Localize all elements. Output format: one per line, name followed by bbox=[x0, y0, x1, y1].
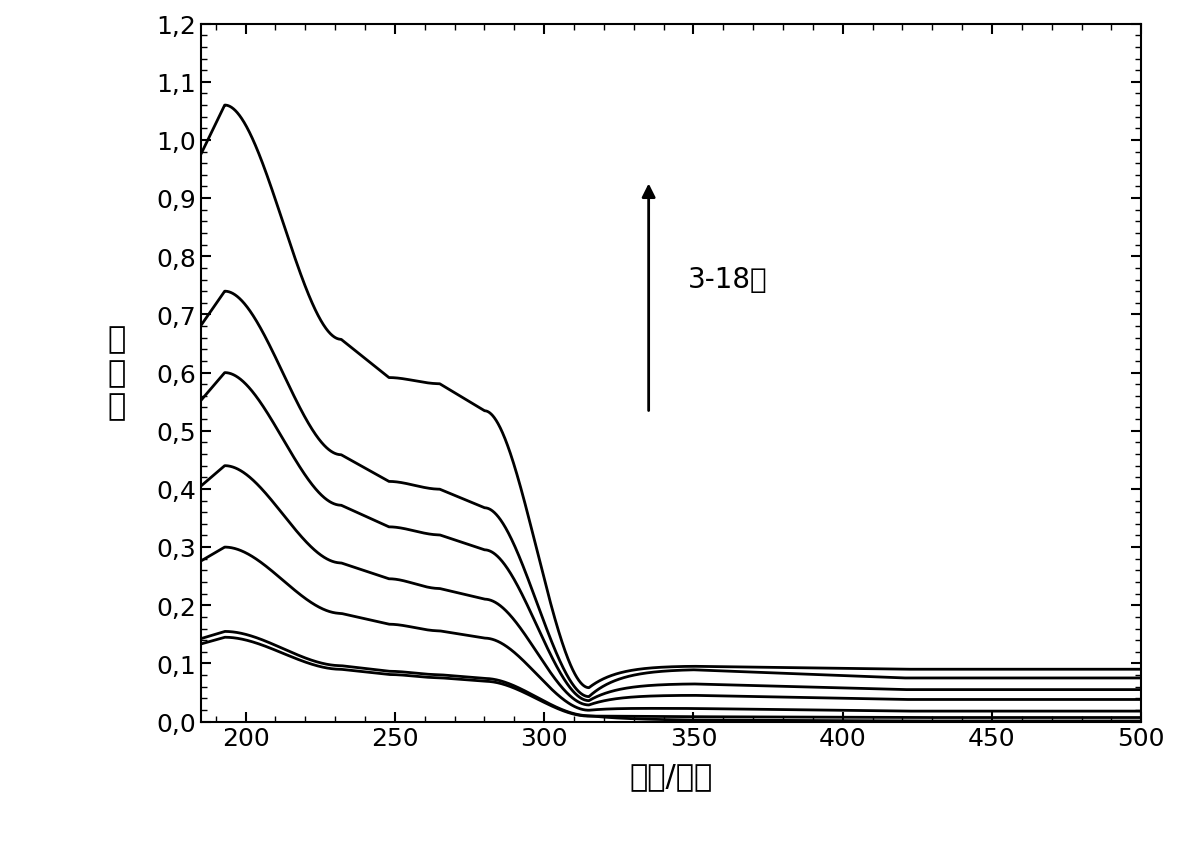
X-axis label: 波长/纳米: 波长/纳米 bbox=[629, 762, 713, 790]
Text: 3-18层: 3-18层 bbox=[688, 266, 767, 294]
Text: 吸
光
度: 吸 光 度 bbox=[107, 325, 125, 421]
